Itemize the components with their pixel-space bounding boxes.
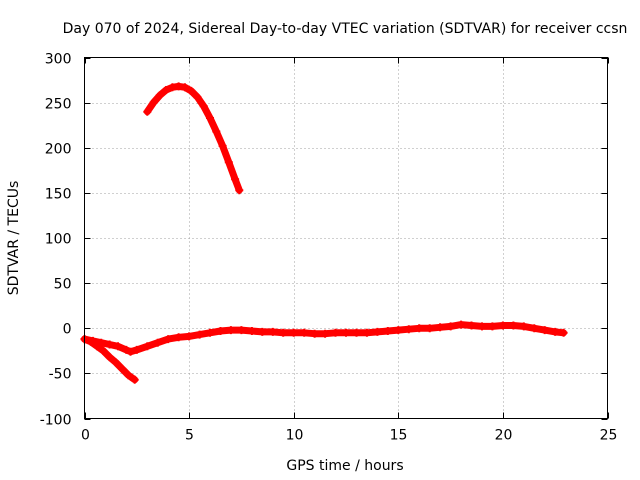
y-tick-label: 250	[45, 97, 72, 113]
series-arc-main-point	[415, 324, 424, 333]
series-arc-high-point	[224, 158, 233, 167]
series-arc-main-point	[237, 326, 246, 335]
series-arc-main-point	[122, 345, 131, 354]
series-arc-high-point	[162, 86, 171, 94]
series-arc-dip-point	[111, 358, 120, 367]
series-arc-main-point	[226, 326, 235, 335]
series-arc-main-point	[383, 327, 392, 335]
series-layer	[80, 82, 568, 384]
series-arc-high-line	[143, 82, 243, 194]
series-arc-main-point	[164, 335, 173, 344]
series-arc-main-point	[310, 329, 319, 338]
chart-title: Day 070 of 2024, Sidereal Day-to-day VTE…	[63, 21, 628, 37]
series-arc-dip-point	[105, 353, 114, 362]
grid-layer	[84, 57, 608, 419]
series-arc-main-point	[185, 332, 194, 341]
series-arc-high-point	[143, 107, 152, 116]
y-tick-label: 50	[54, 277, 72, 293]
series-arc-main-point	[279, 328, 288, 337]
series-arc-high-point	[193, 93, 202, 102]
series-arc-dip-point	[99, 346, 108, 355]
series-arc-main-point	[268, 327, 277, 336]
series-arc-high-point	[206, 114, 214, 122]
x-tick-label: 15	[390, 428, 408, 444]
series-arc-main-point	[559, 328, 568, 337]
series-arc-main-point	[352, 328, 361, 337]
x-tick-label: 10	[286, 428, 304, 444]
y-tick-label: 100	[45, 232, 72, 248]
series-arc-high-point	[199, 102, 208, 111]
series-arc-dip-point	[124, 371, 133, 380]
y-tick-label: 150	[45, 187, 72, 203]
series-arc-main-point	[105, 340, 114, 349]
series-arc-main-point	[530, 324, 539, 333]
series-arc-main-point	[132, 345, 141, 354]
series-arc-main-point	[540, 326, 549, 335]
series-arc-main-point	[126, 347, 135, 356]
series-arc-main-point	[436, 323, 445, 332]
series-arc-main-point	[174, 333, 183, 342]
series-arc-dip-point	[130, 375, 139, 384]
series-arc-main-point	[342, 328, 350, 337]
x-tick-label: 25	[600, 428, 618, 444]
series-arc-main-point	[88, 336, 97, 345]
series-arc-main-point	[446, 322, 455, 331]
series-arc-main-point	[551, 327, 560, 336]
series-arc-main-point	[97, 338, 106, 347]
y-tick-label: 200	[45, 142, 72, 158]
tick-layer: 0 5 10 15 20 25 -100 -50 0 50 100 150 200 250 300	[40, 52, 618, 444]
series-arc-main-point	[425, 324, 434, 333]
series-arc-main-point	[300, 328, 309, 337]
series-arc-high-point	[180, 83, 189, 92]
x-tick-label: 20	[495, 428, 513, 444]
series-arc-main-point	[247, 327, 256, 335]
y-tick-label: 0	[63, 322, 72, 338]
series-arc-main-point	[321, 329, 330, 338]
series-arc-main-point	[216, 327, 225, 335]
series-arc-main-point	[519, 322, 528, 331]
series-arc-main-point	[143, 342, 152, 351]
series-arc-main-point	[362, 328, 371, 337]
series-arc-main-point	[206, 328, 214, 337]
y-tick-label: 300	[45, 52, 72, 68]
series-arc-main-point	[258, 327, 267, 336]
series-arc-high-point	[187, 86, 196, 95]
y-axis-title: SDTVAR / TECUs	[6, 181, 22, 296]
series-arc-high-point	[155, 91, 164, 100]
series-arc-main-point	[509, 321, 518, 330]
x-tick-label: 5	[185, 428, 194, 444]
series-arc-main-point	[467, 321, 476, 330]
series-arc-main-point	[457, 320, 466, 329]
series-arc-main-point	[478, 322, 486, 331]
x-tick-label: 0	[81, 428, 90, 444]
series-arc-main-point	[114, 342, 122, 351]
series-arc-main-point	[404, 325, 413, 334]
series-arc-main-point	[331, 328, 340, 337]
series-arc-main-point	[153, 338, 162, 347]
series-arc-main-point	[289, 328, 298, 337]
series-arc-dip-point	[118, 364, 127, 373]
series-arc-high-point	[149, 98, 158, 107]
series-arc-main-point	[195, 330, 204, 339]
y-tick-label: -50	[49, 367, 72, 383]
series-arc-high-point	[235, 186, 244, 195]
series-arc-high-point	[231, 175, 240, 184]
series-arc-main-point	[373, 327, 382, 336]
series-arc-high-point	[218, 141, 227, 150]
series-arc-high-point	[212, 127, 221, 136]
series-arc-main-point	[394, 326, 403, 335]
series-arc-main-point	[498, 321, 507, 330]
series-arc-main-point	[488, 322, 497, 331]
x-axis-title: GPS time / hours	[286, 458, 403, 474]
y-tick-label: -100	[40, 413, 72, 429]
